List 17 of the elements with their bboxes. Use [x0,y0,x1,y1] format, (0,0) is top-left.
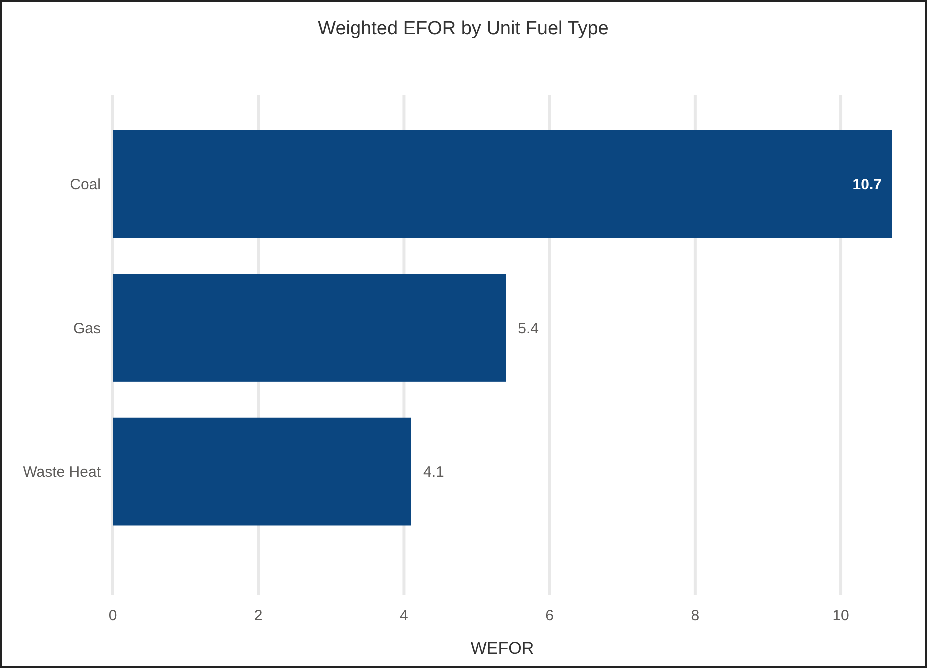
data-label: 10.7 [852,176,882,194]
x-tick-label: 0 [108,607,118,624]
bar [113,130,892,238]
bar [113,274,506,382]
data-label: 4.1 [423,464,444,482]
y-tick-label: Waste Heat [23,464,102,482]
bar [113,418,412,526]
x-tick-label: 10 [832,607,850,624]
x-tick-label: 6 [546,607,554,624]
x-tick-label: 2 [254,607,263,624]
y-tick-label: Coal [70,176,101,194]
chart-title: Weighted EFOR by Unit Fuel Type [318,18,609,40]
x-tick-label: 4 [400,607,408,624]
data-label: 5.4 [518,320,539,338]
y-tick-label: Gas [73,320,101,338]
x-tick-label: 8 [691,607,700,624]
x-axis-title: WEFOR [470,638,534,658]
